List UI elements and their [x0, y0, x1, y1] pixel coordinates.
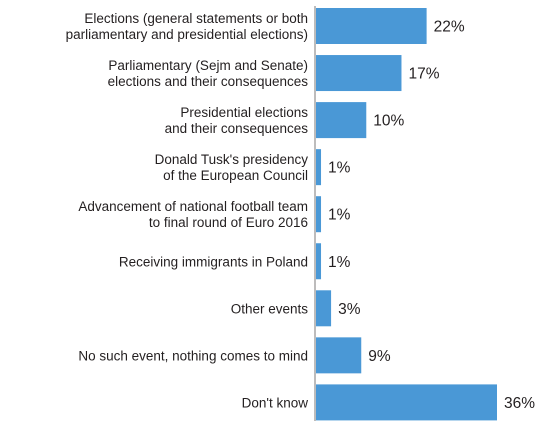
bar [316, 102, 367, 139]
value-label: 1% [328, 160, 351, 177]
category-label: Donald Tusk's presidency of the European … [155, 152, 309, 183]
value-label: 10% [373, 113, 404, 130]
category-label: Don't know [242, 395, 309, 410]
category-label: Elections (general statements or both par… [66, 11, 308, 42]
chart-bars [316, 8, 497, 421]
value-label: 36% [504, 395, 535, 412]
category-label: Other events [231, 301, 309, 316]
bar [316, 384, 497, 421]
bar [316, 243, 322, 280]
bar [316, 196, 322, 233]
bar [316, 149, 322, 186]
category-label: Advancement of national football team to … [78, 199, 308, 230]
category-label: Receiving immigrants in Poland [119, 254, 308, 269]
bar [316, 290, 332, 327]
value-label: 22% [434, 19, 465, 36]
value-label: 1% [328, 207, 351, 224]
value-label: 17% [408, 66, 439, 83]
category-label: Presidential elections and their conseque… [165, 105, 309, 136]
value-label: 9% [368, 348, 391, 365]
value-label: 3% [338, 301, 361, 318]
category-labels: Elections (general statements or both par… [66, 11, 309, 410]
category-label: No such event, nothing comes to mind [78, 348, 308, 363]
category-label: Parliamentary (Sejm and Senate) elections… [108, 58, 309, 89]
value-label: 1% [328, 254, 351, 271]
value-labels: 22% 17% 10% 1% 1% 1% 3% 9% 36% [328, 19, 535, 412]
bar [316, 8, 427, 44]
bar [316, 337, 362, 374]
bar [316, 55, 402, 92]
